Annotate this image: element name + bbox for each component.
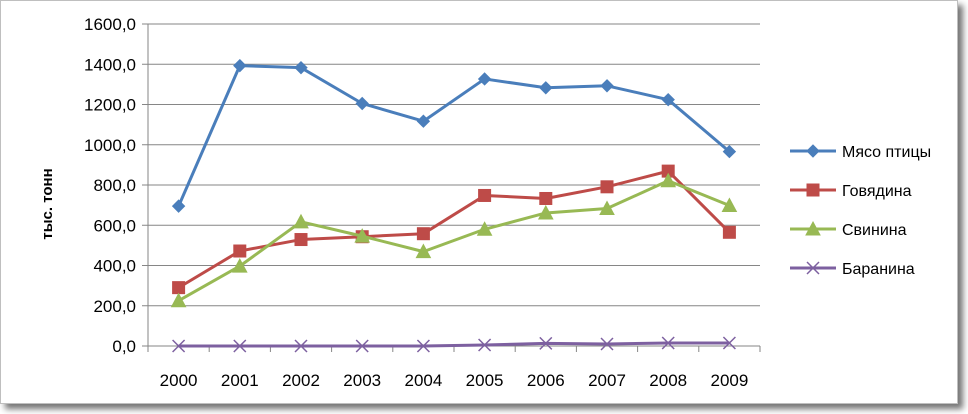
- series-line: [178, 341, 730, 348]
- data-point: [661, 92, 675, 107]
- data-point: [661, 336, 675, 350]
- legend-item: Мясо птицы: [790, 144, 931, 161]
- y-tick-label: 1600,0: [84, 15, 136, 34]
- data-point: [806, 183, 820, 197]
- legend-item: Свинина: [790, 220, 907, 239]
- x-tick-label: 2005: [466, 371, 504, 390]
- y-tick-label: 600,0: [93, 216, 136, 235]
- marker-stroke: [478, 338, 492, 352]
- marker-stroke: [172, 339, 186, 353]
- data-point: [170, 292, 187, 308]
- data-point: [539, 191, 553, 205]
- legend: Мясо птицы Говядина Свинина Баранина: [790, 144, 931, 278]
- data-point: [354, 228, 371, 243]
- data-point: [599, 200, 615, 216]
- data-point: [722, 336, 736, 350]
- series-3: [170, 172, 738, 308]
- marker-stroke: [539, 336, 553, 350]
- x-tick-label: 2009: [710, 371, 748, 390]
- marker-stroke: [294, 339, 308, 353]
- x-tick-label: 2003: [343, 371, 381, 390]
- data-point: [600, 180, 614, 194]
- data-point: [721, 197, 738, 213]
- data-point: [233, 244, 247, 258]
- y-tick-label: 800,0: [93, 176, 136, 195]
- data-point: [478, 188, 492, 202]
- series-4: [172, 336, 736, 353]
- data-point: [172, 281, 186, 295]
- x-tick-label: 2004: [404, 371, 442, 390]
- data-point: [416, 227, 430, 241]
- legend-label: Говядина: [842, 183, 912, 200]
- data-point: [806, 144, 820, 158]
- tick-labels: 0,0 200,0 400,0 600,0 800,0 1000,0 1200,0 1400,…: [84, 15, 748, 390]
- data-point: [355, 96, 369, 111]
- data-point: [233, 58, 247, 73]
- x-tick-label: 2001: [221, 371, 259, 390]
- data-point: [294, 339, 308, 353]
- y-tick-label: 1400,0: [84, 55, 136, 74]
- x-tick-label: 2008: [649, 371, 687, 390]
- data-point: [355, 339, 369, 353]
- data-point: [293, 213, 309, 229]
- data-point: [477, 72, 492, 86]
- data-point: [476, 221, 493, 236]
- marker-stroke: [806, 261, 820, 275]
- data-point: [722, 144, 737, 159]
- series-line: [177, 179, 730, 303]
- marker-stroke: [233, 339, 247, 353]
- marker-stroke: [416, 339, 430, 353]
- data-point: [478, 338, 492, 352]
- data-point: [233, 339, 247, 353]
- legend-item: Баранина: [790, 261, 915, 278]
- y-tick-label: 1000,0: [84, 136, 136, 155]
- data-point: [537, 204, 554, 220]
- marker-stroke: [661, 336, 675, 350]
- data-point: [600, 79, 614, 93]
- data-point: [722, 225, 736, 239]
- data-point: [416, 114, 431, 128]
- data-point: [806, 261, 820, 275]
- data-point: [416, 339, 430, 353]
- data-point: [660, 172, 677, 188]
- legend-label: Баранина: [842, 261, 915, 278]
- marker-stroke: [722, 336, 736, 350]
- data-point: [294, 233, 308, 247]
- data-point: [172, 339, 186, 353]
- y-axis-title: тыс. тонн: [39, 168, 56, 239]
- legend-label: Мясо птицы: [842, 144, 931, 161]
- y-tick-label: 0,0: [112, 337, 136, 356]
- marker-stroke: [600, 337, 614, 351]
- x-tick-label: 2000: [160, 371, 198, 390]
- y-tick-label: 400,0: [93, 257, 136, 276]
- data-point: [805, 220, 821, 236]
- data-point: [539, 81, 553, 95]
- x-tick-label: 2002: [282, 371, 320, 390]
- legend-label: Свинина: [842, 222, 907, 239]
- series-line: [177, 64, 731, 207]
- data-point: [171, 199, 186, 213]
- data-point: [600, 337, 614, 351]
- data-point: [415, 243, 432, 259]
- x-tick-label: 2007: [588, 371, 626, 390]
- series-layer: [170, 58, 738, 353]
- data-point: [231, 258, 248, 273]
- y-tick-label: 200,0: [93, 297, 136, 316]
- marker-stroke: [355, 339, 369, 353]
- data-point: [294, 60, 308, 75]
- data-point: [539, 336, 553, 350]
- y-tick-label: 1200,0: [84, 96, 136, 115]
- legend-item: Говядина: [790, 183, 912, 200]
- series-1: [171, 58, 737, 213]
- x-tick-label: 2006: [527, 371, 565, 390]
